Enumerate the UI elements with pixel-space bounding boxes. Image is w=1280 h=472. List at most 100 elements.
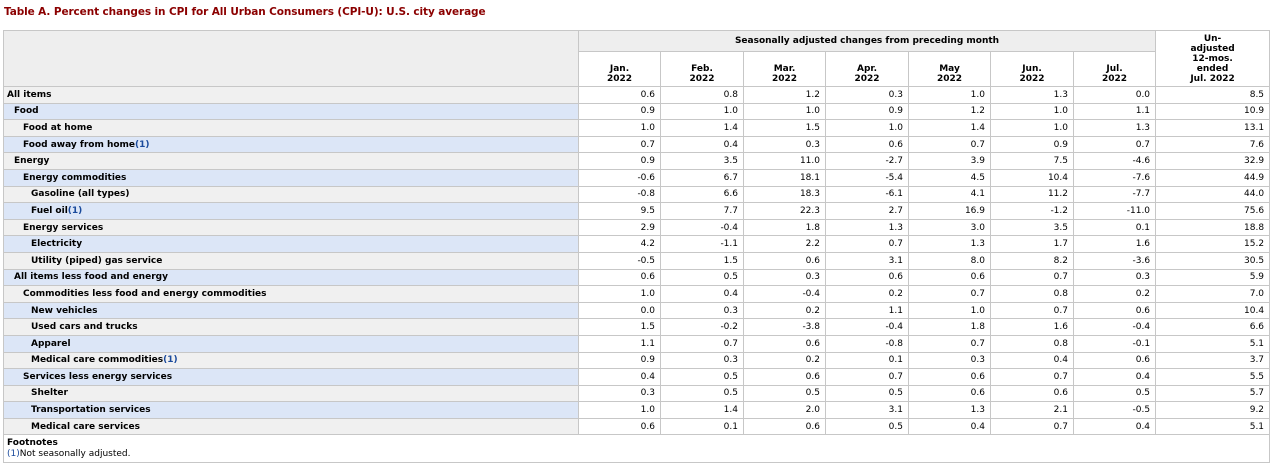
footnote-link[interactable]: (1) [163,355,178,366]
value-cell: 0.4 [578,368,661,386]
value-cell: 18.3 [743,185,826,204]
unadjusted-line: ended [1196,64,1229,74]
value-cell: 0.1 [1072,218,1157,237]
table-header: Seasonally adjusted changes from precedi… [3,30,1271,87]
table-row: Shelter 0.3 0.5 0.5 0.5 0.6 0.6 0.5 5.7 [3,384,1271,403]
value-cell: 0.4 [660,285,744,303]
value-cell: 0.5 [1072,384,1157,403]
value-cell: 16.9 [908,202,991,220]
value-cell: 0.6 [578,86,661,104]
value-cell: 0.6 [743,417,826,436]
value-cell: -3.8 [743,318,826,336]
table-row: Utility (piped) gas service -0.5 1.5 0.6 3.1… [3,251,1271,270]
table-body: All items 0.6 0.8 1.2 0.3 1.0 1.3 0.0 8.5 Food 0.9… [3,86,1271,436]
row-label-cell: New vehicles [3,301,579,320]
row-label: All items less food and energy [14,272,168,283]
value-cell: 1.2 [908,102,991,121]
row-label: Commodities less food and energy commodi… [23,288,267,299]
row-label-cell: All items [3,86,579,104]
value-cell: 0.6 [1072,351,1157,370]
value-cell: 0.7 [908,285,991,303]
value-cell: 2.0 [743,401,826,419]
value-cell: -6.1 [825,185,909,204]
unadjusted-value-cell: 3.7 [1155,351,1271,370]
year-label: 2022 [854,74,880,84]
value-cell: -0.5 [578,251,661,270]
month-header: Jun. 2022 [990,51,1074,87]
seasonally-adjusted-group-header: Seasonally adjusted changes from precedi… [577,30,1157,52]
month-header: May 2022 [908,51,991,87]
value-cell: 1.7 [990,235,1074,253]
unadjusted-value-cell: 5.1 [1155,334,1271,353]
value-cell: 2.2 [743,235,826,253]
value-cell: 1.0 [743,102,826,121]
value-cell: 0.8 [990,334,1074,353]
value-cell: 0.7 [990,301,1074,320]
value-cell: 1.0 [990,119,1074,137]
value-cell: 1.0 [578,401,661,419]
value-cell: 0.6 [743,251,826,270]
value-cell: 0.3 [660,351,744,370]
table-row: New vehicles 0.0 0.3 0.2 1.1 1.0 0.7 0.6 10.4 [3,301,1271,320]
month-header: Jul. 2022 [1072,51,1157,87]
row-label: Food at home [23,122,93,133]
year-label: 2022 [689,74,715,84]
value-cell: 1.3 [1072,119,1157,137]
row-label-cell: Food at home [3,119,579,137]
footnote-link[interactable]: (1) [67,205,83,216]
value-cell: 6.7 [660,168,744,187]
value-cell: 0.5 [825,384,909,403]
month-label: Jul. [1106,64,1123,74]
value-cell: 4.5 [908,168,991,187]
footnotes-cell: Footnotes (1)Not seasonally adjusted. [2,434,1271,464]
value-cell: 0.1 [660,417,744,436]
row-label: All items [7,89,52,100]
value-cell: 0.6 [578,417,661,436]
value-cell: -0.4 [660,218,744,237]
row-label: Fuel oil [31,205,68,216]
value-cell: 2.7 [825,202,909,220]
value-cell: 0.6 [908,384,991,403]
value-cell: 0.6 [743,368,826,386]
table-row: Fuel oil(1) 9.5 7.7 22.3 2.7 16.9 -1.2 -11.0 75.… [3,202,1271,220]
unadjusted-value-cell: 8.5 [1155,86,1271,104]
unadjusted-value-cell: 7.0 [1155,285,1271,303]
value-cell: -0.4 [743,285,826,303]
row-label: Used cars and trucks [31,322,138,333]
month-label: May [939,64,960,74]
value-cell: 0.6 [825,268,909,287]
value-cell: 0.6 [743,334,826,353]
value-cell: 0.1 [825,351,909,370]
value-cell: 0.3 [743,135,826,154]
footnote-link[interactable]: (1) [135,139,150,150]
value-cell: 2.9 [578,218,661,237]
row-label-cell: Energy commodities [3,168,579,187]
value-cell: 1.3 [825,218,909,237]
value-cell: 0.5 [743,384,826,403]
row-label: Utility (piped) gas service [31,255,163,266]
value-cell: 1.8 [908,318,991,336]
table-row: Electricity 4.2 -1.1 2.2 0.7 1.3 1.7 1.6 15.2 [3,235,1271,253]
value-cell: 1.2 [743,86,826,104]
value-cell: -0.4 [825,318,909,336]
value-cell: -0.5 [1072,401,1157,419]
unadjusted-value-cell: 10.9 [1155,102,1271,121]
unadjusted-line: Jul. 2022 [1190,74,1235,84]
value-cell: 0.9 [578,152,661,170]
value-cell: 1.1 [1072,102,1157,121]
row-label-cell: Medical care commodities(1) [3,351,579,370]
value-cell: -3.6 [1072,251,1157,270]
value-cell: 1.4 [660,119,744,137]
value-cell: 3.5 [660,152,744,170]
unadjusted-value-cell: 44.9 [1155,168,1271,187]
unadjusted-line: adjusted [1190,44,1235,54]
value-cell: 0.2 [743,351,826,370]
table-row: All items 0.6 0.8 1.2 0.3 1.0 1.3 0.0 8.5 [3,86,1271,104]
value-cell: 0.5 [660,368,744,386]
footnote-marker-link[interactable]: (1) [7,449,20,460]
row-label: Medical care services [31,421,140,432]
row-label-cell: All items less food and energy [3,268,579,287]
value-cell: 1.5 [578,318,661,336]
value-cell: 7.7 [660,202,744,220]
unadjusted-value-cell: 10.4 [1155,301,1271,320]
